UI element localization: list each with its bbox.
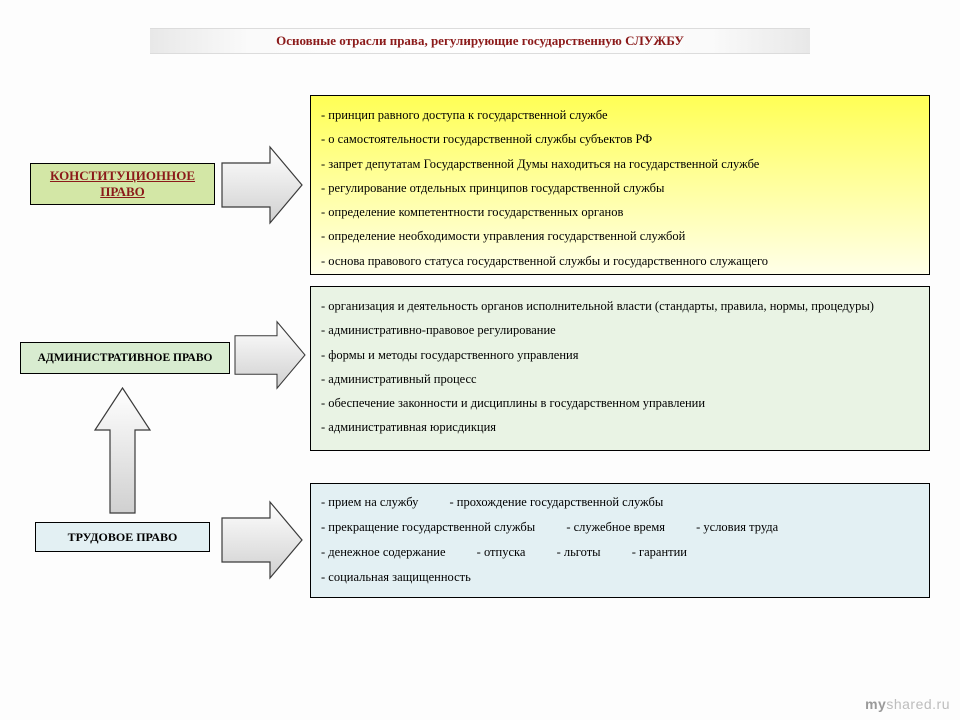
- label-administrative: АДМИНИСТРАТИВНОЕ ПРАВО: [20, 342, 230, 374]
- admin-item: - обеспечение законности и дисциплины в …: [321, 393, 919, 414]
- admin-item: - административный процесс: [321, 369, 919, 390]
- labor-row: - прием на службу - прохождение государс…: [321, 490, 919, 515]
- labor-item: - гарантии: [632, 540, 687, 565]
- labor-item: - прекращение государственной службы: [321, 515, 535, 540]
- const-item: - запрет депутатам Государственной Думы …: [321, 154, 919, 175]
- labor-item: - льготы: [557, 540, 601, 565]
- labor-row: - денежное содержание - отпуска - льготы…: [321, 540, 919, 565]
- const-item: - принцип равного доступа к государствен…: [321, 105, 919, 126]
- labor-item: - служебное время: [566, 515, 665, 540]
- watermark-prefix: my: [865, 696, 886, 712]
- watermark: myshared.ru: [865, 696, 950, 712]
- labor-item: - социальная защищенность: [321, 565, 471, 590]
- labor-item: - отпуска: [477, 540, 526, 565]
- admin-item: - формы и методы государственного управл…: [321, 345, 919, 366]
- arrow-up-link: [95, 388, 150, 513]
- labor-row: - социальная защищенность: [321, 565, 919, 590]
- const-item: - определение компетентности государстве…: [321, 202, 919, 223]
- const-item: - определение необходимости управления г…: [321, 226, 919, 247]
- labor-item: - прохождение государственной службы: [449, 490, 663, 515]
- box-administrative: - организация и деятельность органов исп…: [310, 286, 930, 451]
- diagram-title: Основные отрасли права, регулирующие гос…: [150, 28, 810, 54]
- box-constitutional: - принцип равного доступа к государствен…: [310, 95, 930, 275]
- watermark-suffix: shared.ru: [886, 696, 950, 712]
- labor-item: - денежное содержание: [321, 540, 446, 565]
- labor-item: - условия труда: [696, 515, 778, 540]
- labor-row: - прекращение государственной службы - с…: [321, 515, 919, 540]
- label-constitutional: КОНСТИТУЦИОННОЕ ПРАВО: [30, 163, 215, 205]
- label-constitutional-text: КОНСТИТУЦИОННОЕ ПРАВО: [35, 168, 210, 200]
- label-administrative-text: АДМИНИСТРАТИВНОЕ ПРАВО: [38, 352, 213, 364]
- admin-item: - административно-правовое регулирование: [321, 320, 919, 341]
- box-labor: - прием на службу - прохождение государс…: [310, 483, 930, 598]
- const-item: - основа правового статуса государственн…: [321, 251, 919, 272]
- arrow-constitutional: [222, 145, 302, 225]
- label-labor-text: ТРУДОВОЕ ПРАВО: [68, 530, 178, 545]
- labor-item: - прием на службу: [321, 490, 418, 515]
- arrow-administrative: [235, 320, 305, 390]
- arrow-labor: [222, 500, 302, 580]
- admin-item: - организация и деятельность органов исп…: [321, 296, 919, 317]
- label-labor: ТРУДОВОЕ ПРАВО: [35, 522, 210, 552]
- const-item: - регулирование отдельных принципов госу…: [321, 178, 919, 199]
- admin-item: - административная юрисдикция: [321, 417, 919, 438]
- const-item: - о самостоятельности государственной сл…: [321, 129, 919, 150]
